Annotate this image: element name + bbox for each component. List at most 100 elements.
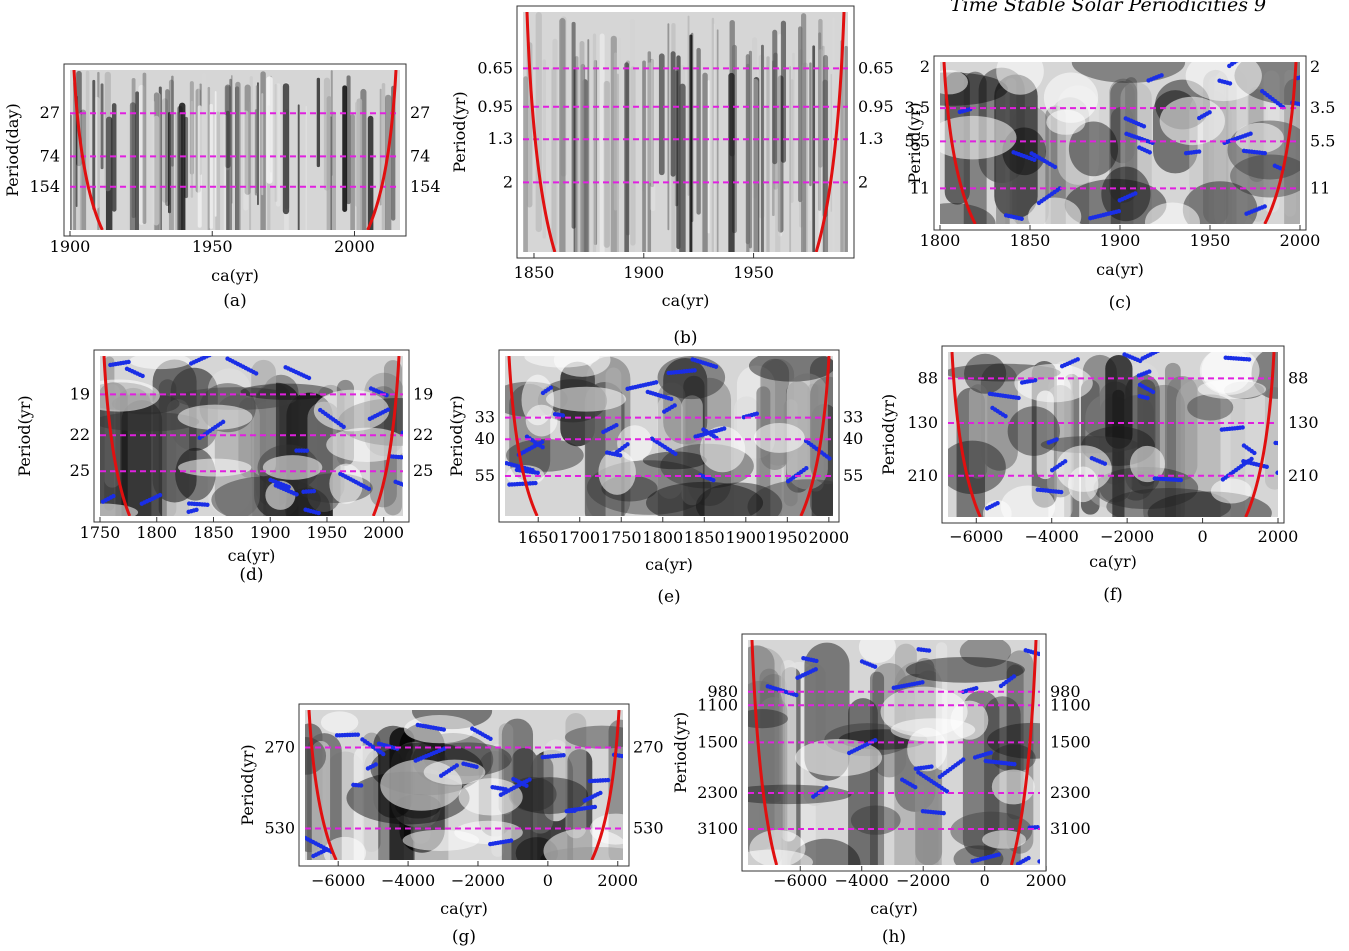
- ridge-point: [1227, 81, 1233, 86]
- y-tick-label: 270: [264, 738, 295, 757]
- ridge-point: [1178, 477, 1183, 483]
- y-tick-label-right: 1500: [1050, 732, 1091, 751]
- ridge-point: [598, 790, 603, 796]
- y-tick-label: 1500: [697, 732, 738, 751]
- x-tick-label: −6000: [311, 871, 365, 890]
- cone-left: [72, 70, 104, 230]
- ridge-point: [524, 783, 529, 788]
- y-tick-label: 154: [29, 177, 60, 196]
- ridge-point: [827, 456, 832, 461]
- y-tick-label: 33: [475, 408, 495, 427]
- ridge-point: [1057, 186, 1062, 191]
- x-tick-label: 1800: [920, 231, 961, 250]
- panel-caption: (a): [223, 291, 246, 311]
- ridge-point: [1026, 855, 1031, 861]
- ridge-point: [1262, 204, 1267, 209]
- y-axis-label: Period(yr): [447, 395, 466, 476]
- ridge-point: [872, 664, 878, 669]
- y-tick-label-right: 19: [413, 384, 433, 403]
- y-tick-label: 2: [920, 57, 930, 76]
- x-tick-label: 2000: [1280, 231, 1321, 250]
- y-tick-label: 5.5: [905, 131, 930, 150]
- x-tick-label: 2000: [363, 523, 404, 542]
- ridge-point: [1032, 157, 1037, 162]
- cone-left: [102, 356, 132, 516]
- y-tick-label: 55: [475, 466, 495, 485]
- x-tick-label: −4000: [381, 871, 435, 890]
- heatmap-d: [100, 351, 416, 516]
- ridge-point: [205, 502, 210, 507]
- y-tick-label-right: 2300: [1050, 783, 1091, 802]
- cone-right: [366, 70, 398, 230]
- x-tick-label: −6000: [773, 871, 827, 890]
- ridge-point: [441, 727, 446, 732]
- y-tick-label: 19: [70, 384, 90, 403]
- y-tick-label: 40: [475, 429, 495, 448]
- ridge-point: [1245, 51, 1249, 55]
- ridge-point: [1133, 191, 1138, 196]
- heatmap-c: [940, 51, 1300, 224]
- ridge-point: [548, 385, 554, 390]
- y-tick-label-right: 0.95: [858, 97, 894, 116]
- ridge-point: [824, 785, 829, 790]
- x-tick-label: 2000: [808, 528, 849, 547]
- y-tick-label-right: 11: [1310, 178, 1330, 197]
- ridge-point: [530, 467, 535, 473]
- ridge-point: [1058, 489, 1064, 495]
- ridge-point: [540, 439, 545, 445]
- y-tick-label-right: 27: [410, 103, 430, 122]
- ridge-point: [412, 486, 416, 490]
- y-tick-label: 74: [40, 146, 60, 165]
- ridge-point: [1054, 437, 1059, 442]
- ridge-point: [672, 403, 677, 408]
- ridge-point: [873, 737, 878, 743]
- x-tick-label: −2000: [896, 871, 950, 890]
- ridge-point: [1246, 357, 1252, 362]
- x-tick-label: 1900: [623, 263, 664, 282]
- x-tick-label: −2000: [451, 871, 505, 890]
- cone-left: [942, 62, 977, 224]
- y-tick-label: 2: [503, 172, 513, 191]
- x-tick-label: −2000: [1100, 527, 1154, 546]
- ridge-point: [941, 810, 946, 816]
- ridge-point: [1048, 863, 1052, 867]
- panel-c: 1800 1850 1900 1950 2000 2 3.5 5.5 11 2 3.5 5.5 11 ca…: [905, 51, 1335, 313]
- x-tick-label: 1950: [733, 263, 774, 282]
- ridge-point: [974, 686, 979, 691]
- x-axis-label: ca(yr): [440, 899, 488, 918]
- y-axis-label: Period(yr): [905, 102, 924, 183]
- ridge-point: [1039, 861, 1040, 864]
- ridge-point: [560, 413, 566, 418]
- cone-left: [525, 12, 557, 252]
- ridge-point: [409, 485, 413, 489]
- ridge-point: [988, 750, 993, 755]
- y-tick-label-right: 5.5: [1310, 131, 1335, 150]
- y-tick-label-right: 1.3: [858, 129, 883, 148]
- ridge-point: [1243, 53, 1247, 57]
- ridge-point: [692, 368, 697, 373]
- ridge-point: [1159, 73, 1164, 78]
- y-tick-label: 530: [264, 819, 295, 838]
- x-tick-label: 1850: [514, 263, 555, 282]
- ridge-point: [1156, 352, 1160, 353]
- ridge-point: [212, 351, 216, 355]
- ridge-point: [1297, 75, 1300, 80]
- panel-h: −6000 −4000 −2000 0 200098011001500230031009…: [671, 633, 1091, 947]
- y-tick-label-right: 40: [843, 429, 863, 448]
- ridge-point: [1249, 456, 1254, 462]
- ridge-point: [926, 648, 932, 653]
- ridge-point: [1147, 369, 1152, 374]
- x-tick-label: 0: [543, 871, 553, 890]
- panel-d: 1750 1800 1850 1900 1950 2000 19 22 25 19 22 25 ca(y…: [15, 349, 433, 585]
- ridge-point: [454, 763, 459, 768]
- axes-frame: [63, 63, 407, 237]
- ridge-point: [1232, 62, 1237, 65]
- ridge-point: [813, 667, 818, 672]
- y-tick-label-right: 154: [410, 177, 441, 196]
- ridge-point: [404, 483, 408, 487]
- ridge-point: [1262, 151, 1268, 156]
- y-tick-label-right: 3100: [1050, 819, 1091, 838]
- ridge-point: [404, 455, 408, 459]
- ridge-point: [366, 486, 372, 492]
- page-header: Time Stable Solar Periodicities 9: [950, 0, 1267, 16]
